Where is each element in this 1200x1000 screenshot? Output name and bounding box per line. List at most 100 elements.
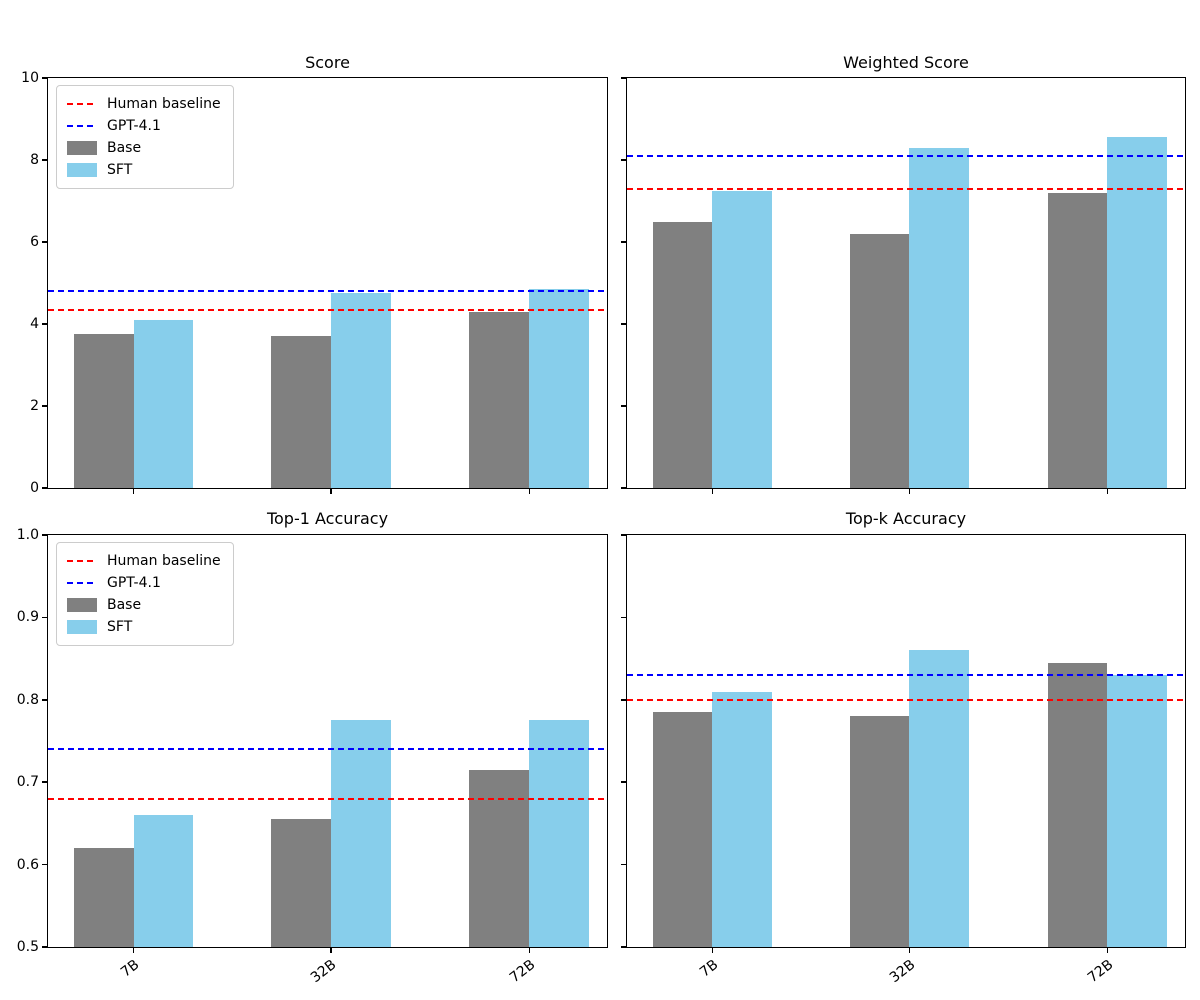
y-axis-tick-label: 0.8 bbox=[16, 691, 39, 708]
x-axis-tick bbox=[1106, 948, 1109, 953]
baseline-human-baseline bbox=[627, 698, 1185, 701]
legend-patch-sample-sft bbox=[67, 163, 97, 177]
subplot-title-weighted-score: Weighted Score bbox=[843, 53, 969, 72]
legend-label-human-baseline: Human baseline bbox=[107, 96, 221, 112]
plot-area-weighted-score bbox=[621, 77, 1186, 494]
y-axis-tick bbox=[621, 487, 626, 489]
legend-dashed-line-sample-gpt-4-1 bbox=[67, 125, 97, 127]
legend-label-human-baseline: Human baseline bbox=[107, 553, 221, 569]
y-axis-tick bbox=[621, 323, 626, 325]
y-axis-tick bbox=[42, 616, 47, 619]
y-axis-tick-label: 4 bbox=[30, 316, 39, 332]
bar-base-7b bbox=[652, 712, 713, 947]
x-axis-tick bbox=[330, 948, 332, 953]
x-axis-tick-label-7b: 7B bbox=[117, 956, 143, 981]
subplot-title-topk-accuracy: Top-k Accuracy bbox=[845, 509, 967, 528]
x-axis-tick bbox=[908, 489, 911, 494]
legend-row-sft: SFT bbox=[67, 616, 221, 638]
baseline-human-baseline bbox=[627, 187, 1185, 190]
bar-base-7b bbox=[73, 848, 134, 947]
legend-label-sft: SFT bbox=[107, 619, 133, 635]
bar-base-32b bbox=[849, 716, 910, 947]
y-axis-tick-label: 0.7 bbox=[16, 774, 39, 791]
baseline-human-baseline bbox=[48, 797, 607, 800]
bar-base-72b bbox=[469, 311, 530, 488]
legend-label-sft: SFT bbox=[107, 162, 133, 178]
legend-row-gpt-4-1: GPT-4.1 bbox=[67, 572, 221, 594]
x-axis-tick bbox=[330, 489, 332, 494]
bar-sft-72b bbox=[529, 720, 590, 947]
legend-row-base: Base bbox=[67, 137, 221, 159]
baseline-gpt-4-1 bbox=[627, 674, 1185, 677]
bar-sft-7b bbox=[133, 319, 194, 488]
legend: Human baseline GPT-4.1 Base SFT bbox=[56, 542, 234, 646]
y-axis-tick bbox=[42, 534, 47, 536]
x-axis-tick bbox=[711, 948, 714, 953]
plot-area-score: 0 2 4 6 8 10 Human baseline GPT-4.1 Base SFT bbox=[21, 70, 608, 496]
y-axis-tick bbox=[621, 616, 626, 619]
y-axis-tick bbox=[621, 159, 626, 161]
y-axis-tick bbox=[42, 241, 47, 243]
y-axis-tick bbox=[42, 699, 47, 701]
legend-row-human-baseline: Human baseline bbox=[67, 93, 221, 115]
bar-base-32b bbox=[271, 819, 331, 947]
bar-base-32b bbox=[271, 336, 331, 488]
y-axis-tick-label: 8 bbox=[30, 152, 39, 168]
subplot-title-score: Score bbox=[305, 53, 350, 72]
subplot-title-top1-accuracy: Top-1 Accuracy bbox=[266, 509, 389, 528]
legend-label-gpt-4-1: GPT-4.1 bbox=[107, 575, 161, 591]
x-axis-tick-label-72b: 72B bbox=[506, 956, 539, 987]
y-axis-tick bbox=[42, 946, 47, 948]
legend-dashed-line-sample-human-baseline bbox=[67, 560, 97, 562]
bar-base-72b bbox=[1047, 192, 1108, 488]
y-axis-tick bbox=[42, 323, 47, 325]
x-axis-tick bbox=[1106, 489, 1109, 494]
bar-sft-32b bbox=[330, 293, 391, 488]
legend-patch-sample-sft bbox=[67, 620, 97, 634]
y-axis-tick bbox=[42, 159, 47, 161]
legend-dashed-line-sample-human-baseline bbox=[67, 103, 97, 105]
x-axis-tick-label-32b: 32B bbox=[886, 956, 919, 987]
legend: Human baseline GPT-4.1 Base SFT bbox=[56, 85, 234, 189]
legend-label-gpt-4-1: GPT-4.1 bbox=[107, 118, 161, 134]
legend-row-gpt-4-1: GPT-4.1 bbox=[67, 115, 221, 137]
bar-base-72b bbox=[1047, 662, 1108, 947]
y-axis-tick-label: 1.0 bbox=[16, 527, 39, 543]
y-axis-tick bbox=[42, 487, 47, 489]
bar-sft-7b bbox=[133, 815, 194, 947]
x-axis-tick bbox=[528, 489, 531, 494]
y-axis-tick-label: 0.5 bbox=[16, 939, 39, 955]
baseline-human-baseline bbox=[48, 308, 607, 311]
x-axis-tick bbox=[908, 948, 911, 953]
y-axis-tick bbox=[621, 77, 626, 79]
legend-label-base: Base bbox=[107, 597, 142, 613]
y-axis-tick bbox=[42, 863, 47, 866]
plot-area-top1-accuracy: 0.5 0.6 0.7 0.8 0.9 1.0 7B 32B 72B Human baseline… bbox=[17, 527, 608, 986]
x-axis-tick bbox=[132, 489, 135, 494]
y-axis-tick bbox=[42, 77, 47, 79]
y-axis-tick-label: 10 bbox=[21, 70, 39, 86]
legend-patch-sample-base bbox=[67, 598, 97, 612]
baseline-gpt-4-1 bbox=[627, 154, 1185, 157]
y-axis-tick bbox=[42, 405, 47, 407]
legend-row-base: Base bbox=[67, 594, 221, 616]
legend-dashed-line-sample-gpt-4-1 bbox=[67, 582, 97, 584]
y-axis-tick bbox=[42, 781, 47, 783]
y-axis-tick bbox=[621, 534, 626, 536]
x-axis-tick bbox=[132, 948, 135, 953]
bar-sft-72b bbox=[529, 289, 590, 488]
bar-sft-32b bbox=[909, 650, 970, 947]
y-axis-tick-label: 2 bbox=[30, 398, 39, 414]
y-axis-tick bbox=[621, 781, 626, 783]
y-axis-tick-label: 0 bbox=[30, 480, 39, 496]
y-axis-tick bbox=[621, 946, 626, 948]
x-axis-tick bbox=[711, 489, 714, 494]
legend-patch-sample-base bbox=[67, 141, 97, 155]
bar-sft-72b bbox=[1107, 137, 1168, 488]
bar-base-32b bbox=[849, 233, 910, 488]
bar-sft-7b bbox=[712, 190, 773, 488]
legend-label-base: Base bbox=[107, 140, 142, 156]
y-axis-tick bbox=[621, 241, 626, 243]
y-axis-tick bbox=[621, 863, 626, 866]
